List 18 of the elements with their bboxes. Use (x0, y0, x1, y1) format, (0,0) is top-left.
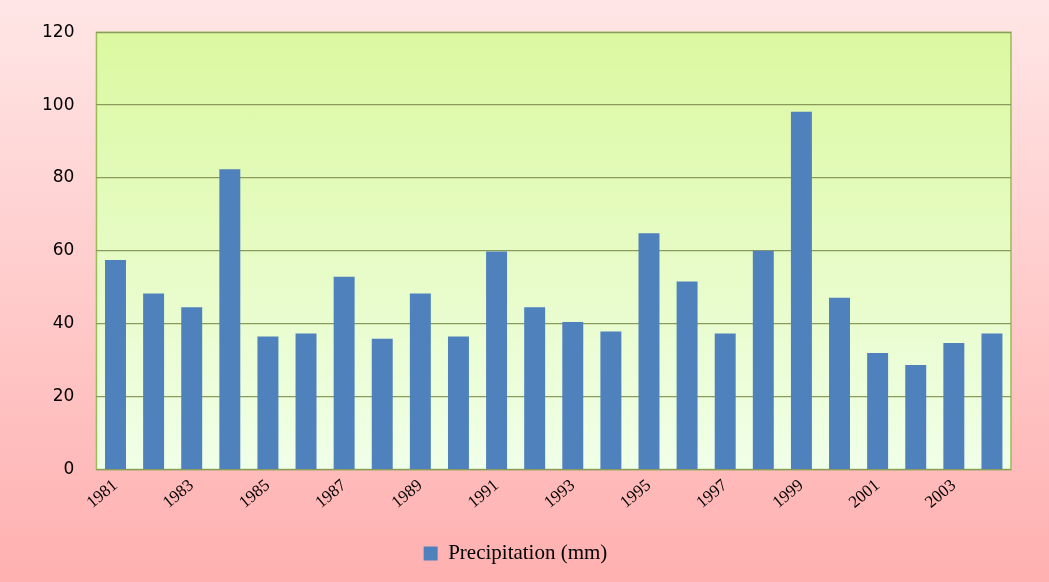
x-tick-label: 1989 (387, 475, 426, 512)
x-tick-label: 1999 (768, 475, 807, 512)
y-tick-label: 120 (41, 20, 75, 41)
y-tick-label: 80 (52, 166, 75, 187)
x-tick-label: 1995 (616, 475, 655, 512)
legend-label: Precipitation (mm) (448, 540, 608, 565)
x-tick-label: 2003 (921, 475, 960, 512)
x-tick-label: 2001 (844, 475, 884, 512)
y-tick-label: 40 (52, 312, 75, 333)
x-tick-label: 1993 (539, 475, 579, 512)
y-tick-label: 20 (52, 385, 75, 406)
x-tick-label: 1985 (235, 475, 274, 512)
y-tick-label: 60 (52, 239, 75, 260)
x-tick-label: 1991 (463, 475, 503, 512)
y-tick-label: 0 (63, 457, 75, 478)
y-tick-label: 100 (41, 93, 75, 114)
x-tick-label: 1983 (158, 475, 198, 512)
x-tick-label: 1981 (82, 475, 121, 512)
